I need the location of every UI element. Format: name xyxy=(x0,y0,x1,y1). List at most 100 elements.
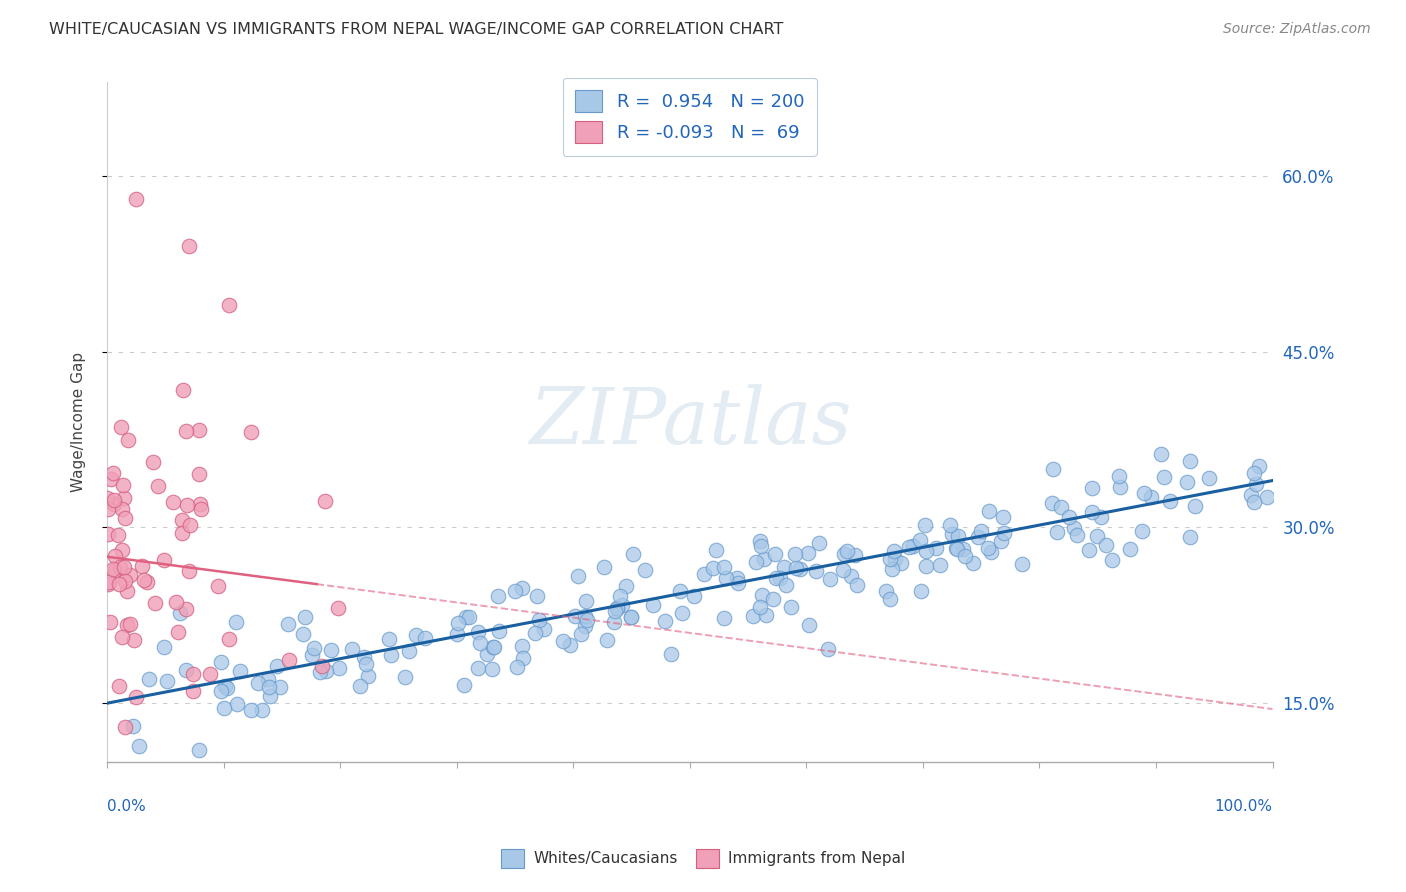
Point xyxy=(706,543,728,558)
Point xyxy=(1046,524,1069,539)
Point xyxy=(692,567,714,582)
Legend: R =  0.954   N = 200, R = -0.093   N =  69: R = 0.954 N = 200, R = -0.093 N = 69 xyxy=(562,78,817,156)
Point xyxy=(405,627,427,641)
Point xyxy=(214,679,236,693)
Point xyxy=(564,609,586,624)
Point xyxy=(259,681,281,695)
Point xyxy=(1249,458,1271,473)
Point xyxy=(107,528,129,542)
Point xyxy=(1130,524,1153,538)
Point xyxy=(1095,538,1118,552)
Point xyxy=(799,617,821,632)
Point xyxy=(890,556,912,570)
Point xyxy=(125,192,148,206)
Point xyxy=(505,583,527,598)
Point xyxy=(980,544,1002,558)
Point xyxy=(1133,486,1156,500)
Point xyxy=(176,498,198,512)
Point xyxy=(1153,469,1175,483)
Point xyxy=(398,643,420,657)
Point xyxy=(832,563,855,577)
Point xyxy=(1057,510,1080,524)
Point xyxy=(413,632,436,646)
Point xyxy=(775,578,797,592)
Point xyxy=(114,720,136,734)
Point xyxy=(179,564,201,578)
Point xyxy=(620,610,643,624)
Point xyxy=(567,568,589,582)
Point xyxy=(328,601,350,615)
Point xyxy=(1011,557,1033,571)
Point xyxy=(702,561,724,575)
Point xyxy=(755,607,778,622)
Point xyxy=(304,640,326,655)
Point xyxy=(115,584,138,599)
Point xyxy=(97,576,120,591)
Point xyxy=(749,533,772,548)
Point xyxy=(162,495,184,509)
Point xyxy=(533,622,555,636)
Point xyxy=(1080,505,1102,519)
Point xyxy=(765,571,787,585)
Point xyxy=(527,613,550,627)
Point xyxy=(945,542,967,557)
Point xyxy=(928,558,950,573)
Point xyxy=(458,610,481,624)
Point xyxy=(114,574,136,588)
Point xyxy=(761,592,783,607)
Point xyxy=(773,559,796,574)
Point xyxy=(512,651,534,665)
Point xyxy=(246,676,269,690)
Point xyxy=(1050,500,1073,514)
Point xyxy=(945,541,967,555)
Point xyxy=(100,472,122,486)
Point xyxy=(101,562,124,576)
Point xyxy=(319,643,342,657)
Point xyxy=(142,454,165,468)
Point xyxy=(380,648,402,662)
Point xyxy=(467,625,489,640)
Point xyxy=(506,660,529,674)
Point xyxy=(454,609,477,624)
Point xyxy=(820,572,842,586)
Point xyxy=(574,619,596,633)
Text: 100.0%: 100.0% xyxy=(1215,799,1272,814)
Point xyxy=(1042,462,1064,476)
Point xyxy=(962,556,984,570)
Point xyxy=(115,618,138,632)
Point xyxy=(808,535,831,549)
Point xyxy=(315,664,337,678)
Point xyxy=(111,630,134,644)
Point xyxy=(1066,528,1088,542)
Point xyxy=(117,433,139,447)
Point xyxy=(98,575,121,590)
Point xyxy=(153,640,176,655)
Point xyxy=(104,563,127,577)
Point xyxy=(883,544,905,558)
Point xyxy=(187,743,209,757)
Point xyxy=(593,559,616,574)
Point xyxy=(1239,488,1261,502)
Point xyxy=(190,502,212,516)
Point xyxy=(1198,471,1220,485)
Point xyxy=(966,530,988,544)
Text: WHITE/CAUCASIAN VS IMMIGRANTS FROM NEPAL WAGE/INCOME GAP CORRELATION CHART: WHITE/CAUCASIAN VS IMMIGRANTS FROM NEPAL… xyxy=(49,22,783,37)
Point xyxy=(475,647,498,661)
Point xyxy=(879,551,901,566)
Point xyxy=(879,591,901,606)
Point xyxy=(993,526,1015,541)
Point xyxy=(166,595,188,609)
Point xyxy=(880,562,903,576)
Point xyxy=(659,647,682,661)
Point xyxy=(97,501,120,516)
Point xyxy=(1175,475,1198,489)
Point xyxy=(110,420,132,434)
Point xyxy=(354,657,377,672)
Point xyxy=(188,497,211,511)
Point xyxy=(1244,476,1267,491)
Point xyxy=(553,634,575,648)
Point xyxy=(606,601,628,615)
Point xyxy=(714,571,737,585)
Point xyxy=(294,610,316,624)
Point xyxy=(96,491,118,505)
